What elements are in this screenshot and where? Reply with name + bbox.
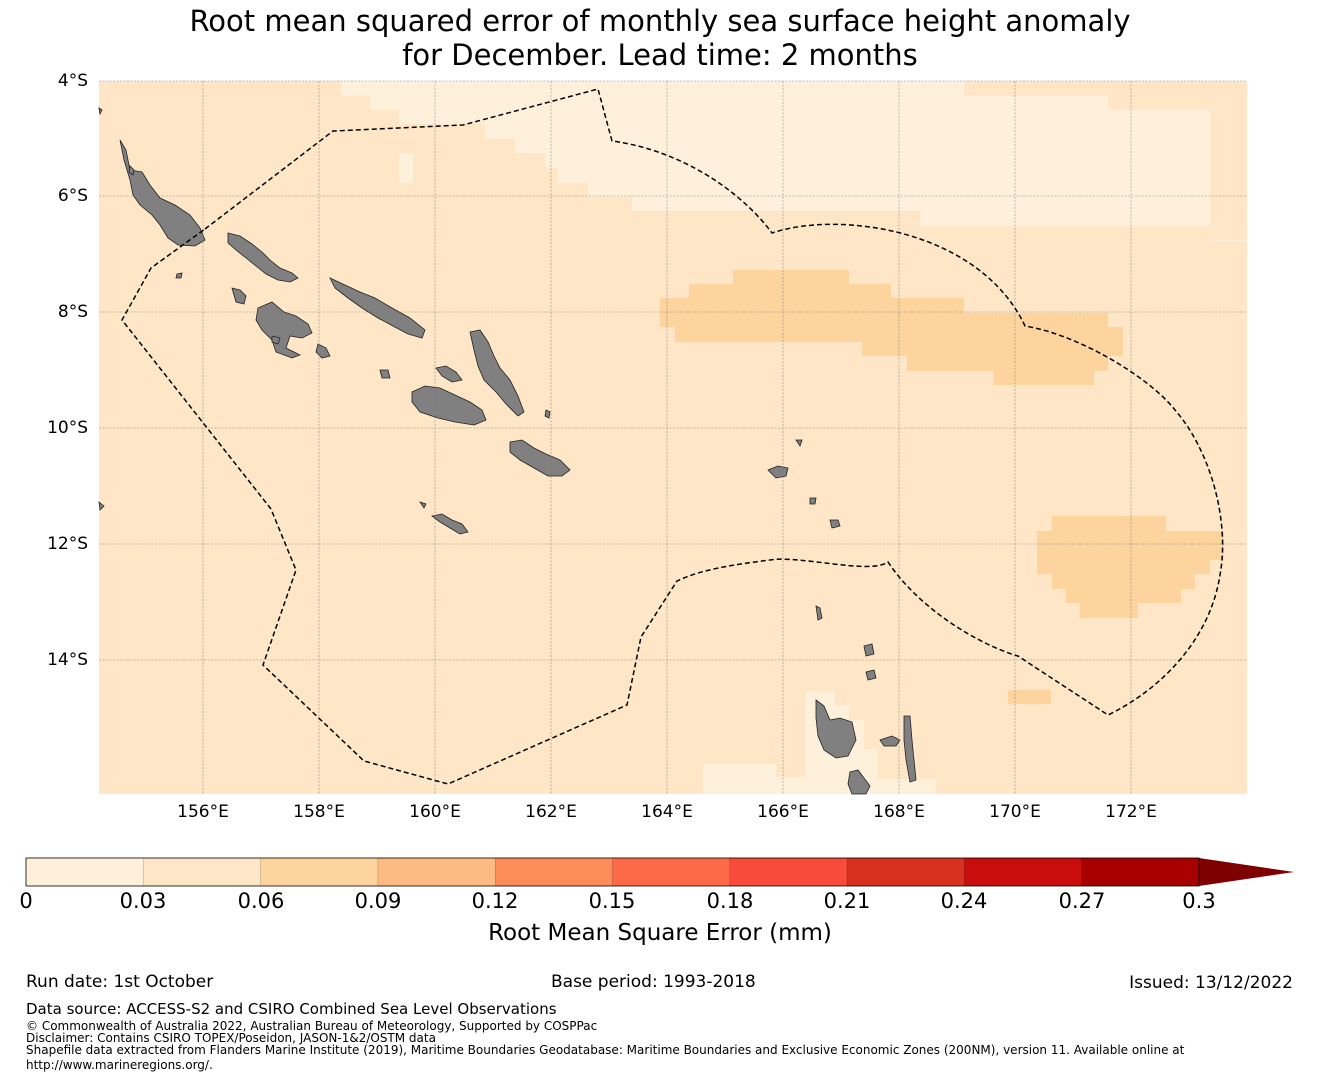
shapefile-credit: Shapefile data extracted from Flanders M… bbox=[26, 1043, 1185, 1057]
graticule bbox=[99, 80, 1247, 794]
colorbar-tick-0-06: 0.06 bbox=[237, 889, 285, 913]
low-error-region-south bbox=[703, 691, 936, 794]
land-ranongga bbox=[271, 335, 281, 345]
lon-label-160E: 160°E bbox=[409, 802, 461, 822]
colorbar-tick-0-3: 0.3 bbox=[1182, 889, 1216, 913]
land-anuta bbox=[829, 519, 841, 529]
land-bellona bbox=[419, 501, 427, 509]
land-nissan bbox=[98, 107, 103, 116]
lon-label-168E: 168°E bbox=[873, 802, 925, 822]
copyright-notice: © Commonwealth of Australia 2022, Austra… bbox=[26, 1019, 598, 1033]
chart-title-line-2: for December. Lead time: 2 months bbox=[402, 38, 918, 72]
colorbar-tick-0: 0 bbox=[19, 889, 33, 913]
land-rennell bbox=[431, 513, 469, 535]
colorbar-tick-0-21: 0.21 bbox=[823, 889, 871, 913]
land-savo bbox=[379, 369, 391, 379]
colorbar-tick-0-24: 0.24 bbox=[940, 889, 988, 913]
land-ulawa bbox=[544, 409, 551, 419]
ocean-field bbox=[99, 81, 1247, 794]
land-malaita bbox=[469, 329, 525, 417]
land-pentecost bbox=[903, 715, 917, 783]
lat-label-6S: 6°S bbox=[57, 186, 88, 206]
lon-label-156E: 156°E bbox=[177, 802, 229, 822]
land-ontong-java bbox=[128, 165, 135, 176]
land-guadalcanal bbox=[411, 385, 487, 426]
issued-date: Issued: 13/12/2022 bbox=[1129, 973, 1293, 993]
land-choiseul bbox=[227, 232, 299, 283]
colorbar-tick-0-15: 0.15 bbox=[588, 889, 636, 913]
colorbar-tick-0-03: 0.03 bbox=[119, 889, 167, 913]
land-makira bbox=[509, 439, 571, 477]
lon-label-166E: 166°E bbox=[757, 802, 809, 822]
eez-boundary bbox=[121, 88, 1224, 785]
mid-error-region-central bbox=[660, 270, 1123, 385]
land-torres bbox=[815, 605, 823, 621]
land-bougainville bbox=[119, 139, 206, 247]
land-russell bbox=[435, 365, 463, 383]
colorbar-tick-0-12: 0.12 bbox=[471, 889, 519, 913]
mid-error-region-east bbox=[1037, 516, 1224, 618]
land-espiritu-santo bbox=[815, 699, 857, 759]
low-error-region-north bbox=[341, 81, 1247, 241]
colorbar-tick-0-18: 0.18 bbox=[706, 889, 754, 913]
land-gaua bbox=[865, 669, 877, 681]
lat-label-4S: 4°S bbox=[57, 71, 88, 91]
land-treasury bbox=[175, 272, 183, 279]
lat-label-14S: 14°S bbox=[47, 650, 88, 670]
lon-label-162E: 162°E bbox=[525, 802, 577, 822]
lon-label-170E: 170°E bbox=[989, 802, 1041, 822]
lat-label-10S: 10°S bbox=[47, 418, 88, 438]
chart-title-line-1: Root mean squared error of monthly sea s… bbox=[189, 4, 1131, 38]
base-period: Base period: 1993-2018 bbox=[551, 972, 756, 992]
low-error-patch-small bbox=[399, 153, 413, 183]
land-west-edge bbox=[98, 501, 105, 511]
disclaimer: Disclaimer: Contains CSIRO TOPEX/Poseido… bbox=[26, 1031, 436, 1045]
land-masses bbox=[98, 107, 917, 795]
lat-label-12S: 12°S bbox=[47, 534, 88, 554]
colorbar-tick-0-27: 0.27 bbox=[1058, 889, 1106, 913]
land-tikopia bbox=[809, 497, 817, 505]
run-date: Run date: 1st October bbox=[26, 972, 214, 992]
land-malakula bbox=[847, 769, 871, 795]
land-gatukai bbox=[315, 343, 331, 359]
lat-label-8S: 8°S bbox=[57, 302, 88, 322]
land-vanua-lava bbox=[863, 643, 875, 657]
lon-label-158E: 158°E bbox=[293, 802, 345, 822]
land-shortland bbox=[231, 287, 247, 305]
data-source: Data source: ACCESS-S2 and CSIRO Combine… bbox=[26, 1000, 557, 1018]
shapefile-url: http://www.marineregions.org/. bbox=[26, 1058, 213, 1072]
colorbar-label: Root Mean Square Error (mm) bbox=[488, 920, 832, 946]
land-ambae bbox=[879, 735, 901, 747]
land-santa-isabel bbox=[329, 277, 426, 339]
low-error-region-northeast-gap bbox=[964, 81, 1247, 124]
land-reef-islands bbox=[795, 439, 803, 447]
lon-label-172E: 172°E bbox=[1105, 802, 1157, 822]
lon-label-164E: 164°E bbox=[641, 802, 693, 822]
colorbar-tick-0-09: 0.09 bbox=[354, 889, 402, 913]
land-new-georgia bbox=[255, 301, 313, 359]
mid-error-patch-small bbox=[1008, 690, 1051, 704]
